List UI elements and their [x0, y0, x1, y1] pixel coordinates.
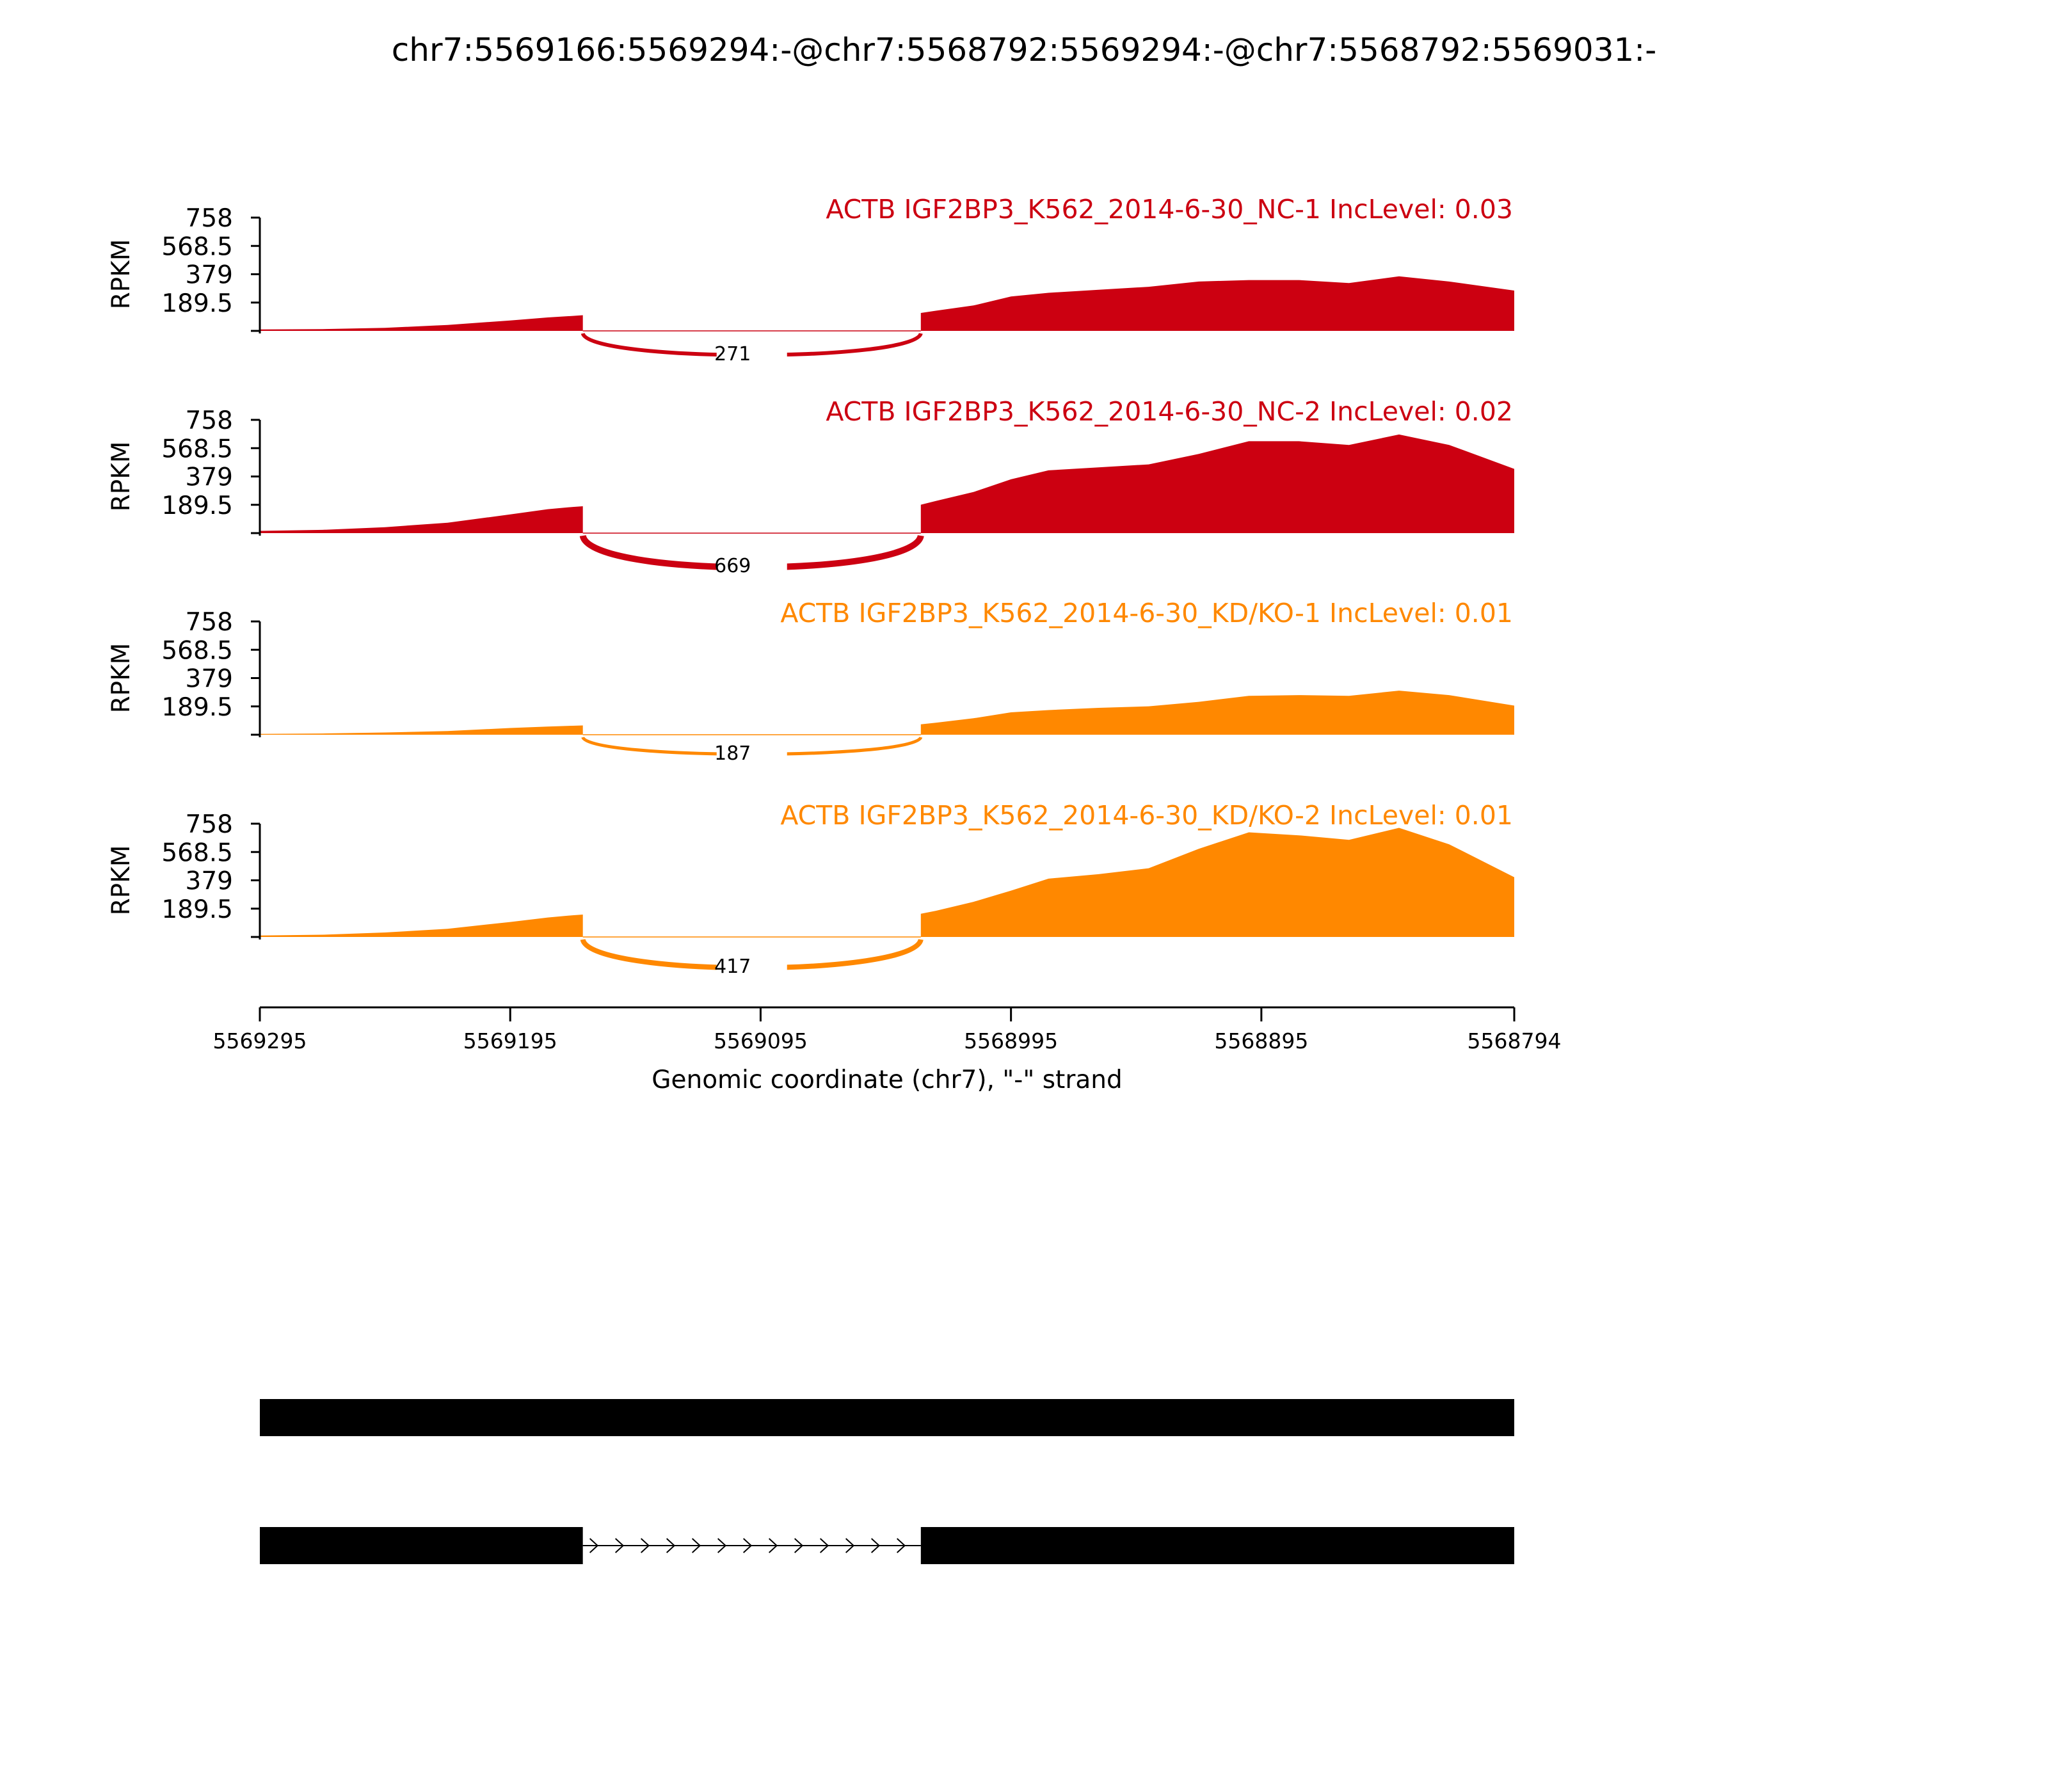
x-axis: 5569295 5569195 5569095 5568995 5568895 55687…: [213, 1006, 1562, 1094]
intron-strand-arrow: [870, 1538, 881, 1553]
junction-label-bg: [716, 742, 787, 764]
coverage-area-upstream: [260, 915, 583, 937]
x-tick-label: 5569095: [714, 1028, 808, 1053]
junction-count-label: 271: [714, 343, 751, 365]
intron-strand-arrow: [896, 1538, 906, 1553]
coverage-area-downstream: [920, 691, 1514, 735]
intron-strand-arrow: [845, 1538, 855, 1553]
x-ticks: 5569295 5569195 5569095 5568995 5568895 55687…: [213, 1007, 1562, 1053]
x-tick-label: 5569195: [463, 1028, 557, 1053]
gene-models: [260, 1399, 1514, 1564]
y-tick-label: 379: [186, 463, 233, 492]
y-tick-label: 379: [186, 867, 233, 896]
y-tick-label: 568.5: [161, 636, 233, 665]
y-tick-label: 568.5: [161, 838, 233, 867]
intron-strand-arrow: [717, 1538, 727, 1553]
y-tick-label: 758: [186, 406, 233, 435]
intron-strand-arrow: [614, 1538, 625, 1553]
exon-block: [260, 1527, 583, 1564]
y-tick-label: 189.5: [161, 289, 233, 318]
junction-count-label: 187: [714, 742, 751, 765]
y-tick-label: 758: [186, 608, 233, 637]
sample-label: ACTB IGF2BP3_K562_2014-6-30_KD/KO-1 IncL…: [780, 598, 1513, 628]
y-tick-label: 568.5: [161, 435, 233, 463]
junction-label-bg: [716, 343, 787, 365]
y-tick-label: 379: [186, 261, 233, 290]
coverage-area-upstream: [260, 506, 583, 533]
coverage-area-upstream: [260, 315, 583, 331]
coverage-area-downstream: [920, 276, 1514, 331]
junction-count-label: 417: [714, 956, 751, 978]
sample-label: ACTB IGF2BP3_K562_2014-6-30_KD/KO-2 IncL…: [780, 800, 1513, 831]
x-tick-label: 5568895: [1214, 1028, 1308, 1053]
sample-label: ACTB IGF2BP3_K562_2014-6-30_NC-1 IncLeve…: [826, 194, 1513, 225]
intron-strand-arrow: [819, 1538, 829, 1553]
x-axis-title: Genomic coordinate (chr7), "-" strand: [652, 1066, 1122, 1094]
coverage-area-downstream: [920, 434, 1514, 533]
sample-label: ACTB IGF2BP3_K562_2014-6-30_NC-2 IncLeve…: [826, 396, 1513, 427]
y-axis-title: RPKM: [107, 442, 136, 512]
y-axis-title: RPKM: [107, 239, 136, 310]
intron-strand-arrow: [742, 1538, 753, 1553]
exon-block: [260, 1399, 1514, 1436]
coverage-area-downstream: [920, 828, 1514, 937]
y-tick-label: 189.5: [161, 895, 233, 924]
intron-strand-arrow: [589, 1538, 599, 1553]
y-tick-label: 189.5: [161, 693, 233, 722]
intron-strand-arrow: [691, 1538, 701, 1553]
y-tick-label: 189.5: [161, 492, 233, 520]
x-tick-label: 5568995: [964, 1028, 1058, 1053]
intron-strand-arrow: [666, 1538, 676, 1553]
chart-title: chr7:5569166:5569294:-@chr7:5568792:5569…: [392, 31, 1656, 68]
y-tick-label: 758: [186, 204, 233, 233]
intron-strand-arrow: [640, 1538, 650, 1553]
exon-block: [920, 1527, 1514, 1564]
y-tick-label: 568.5: [161, 232, 233, 261]
coverage-area-upstream: [260, 725, 583, 735]
x-tick-label: 5568794: [1468, 1028, 1562, 1053]
y-tick-label: 758: [186, 810, 233, 839]
y-axis-title: RPKM: [107, 845, 136, 916]
y-axis-title: RPKM: [107, 643, 136, 714]
y-tick-label: 379: [186, 665, 233, 694]
x-tick-label: 5569295: [213, 1028, 307, 1053]
junction-count-label: 669: [714, 555, 751, 577]
intron-strand-arrow: [768, 1538, 778, 1553]
junction-label-bg: [716, 555, 787, 577]
junction-label-bg: [716, 956, 787, 977]
intron-strand-arrow: [794, 1538, 804, 1553]
